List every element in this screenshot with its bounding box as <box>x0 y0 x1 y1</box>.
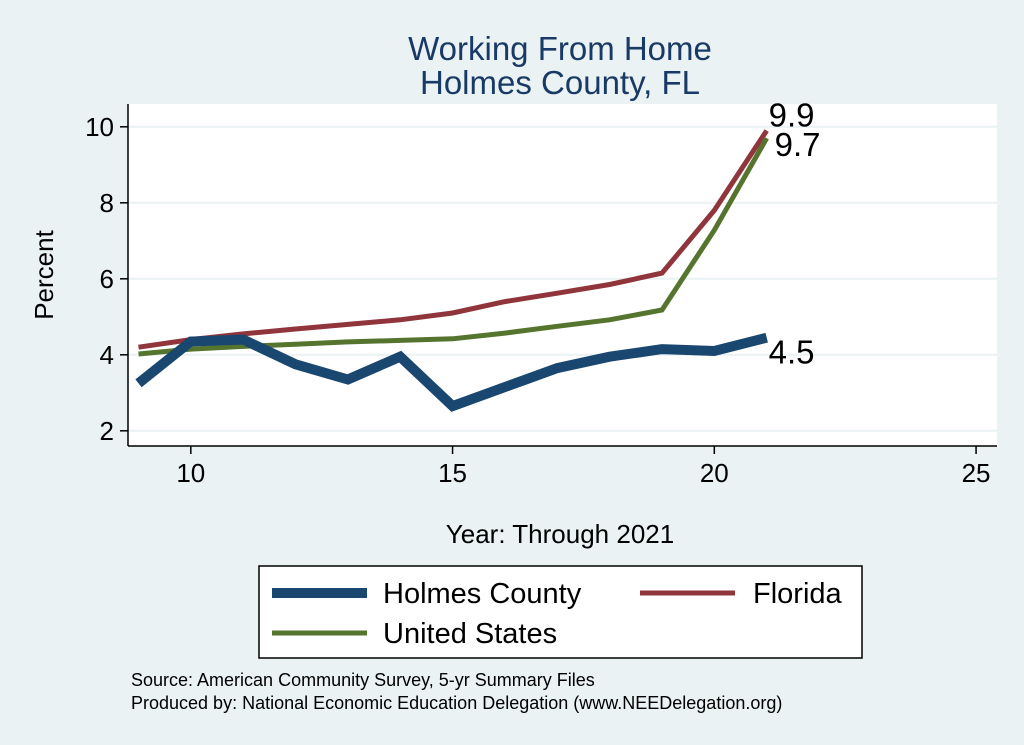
legend: Holmes County Florida United States <box>258 565 863 659</box>
end-label-united-states: 9.7 <box>775 126 821 163</box>
y-tick-label: 4 <box>100 340 114 370</box>
legend-label: United States <box>383 618 557 650</box>
end-label-florida: 9.9 <box>769 97 815 134</box>
y-tick-label: 6 <box>100 264 114 294</box>
x-tick-label: 20 <box>700 458 729 488</box>
y-tick-label: 10 <box>85 112 114 142</box>
series-line-holmes-county <box>135 332 768 412</box>
end-labels: 4.5 9.99.7 <box>769 97 821 371</box>
chart-title-line: Holmes County, FL <box>420 64 700 101</box>
y-tick-label: 8 <box>100 188 114 218</box>
end-label-holmes-county: 4.5 <box>769 334 815 371</box>
legend-label: Florida <box>753 578 843 610</box>
series-line-florida <box>138 129 769 350</box>
plot-area <box>128 104 997 446</box>
x-tick-label: 10 <box>176 458 205 488</box>
legend-label: Holmes County <box>383 578 582 610</box>
y-axis-title: Percent <box>29 229 59 319</box>
series-lines <box>135 129 769 412</box>
legend-box <box>258 565 863 659</box>
x-tick-label: 15 <box>438 458 467 488</box>
x-axis-title: Year: Through 2021 <box>446 519 674 549</box>
y-tick-label: 2 <box>100 416 114 446</box>
axes: 2 4 6 8 10 10 15 20 25 <box>85 104 997 488</box>
source-note: Source: American Community Survey, 5-yr … <box>131 670 595 690</box>
series-line-united-states <box>138 136 769 357</box>
x-tick-label: 25 <box>962 458 991 488</box>
chart-title-line: Working From Home <box>408 30 712 67</box>
producer-note: Produced by: National Economic Education… <box>131 693 782 713</box>
